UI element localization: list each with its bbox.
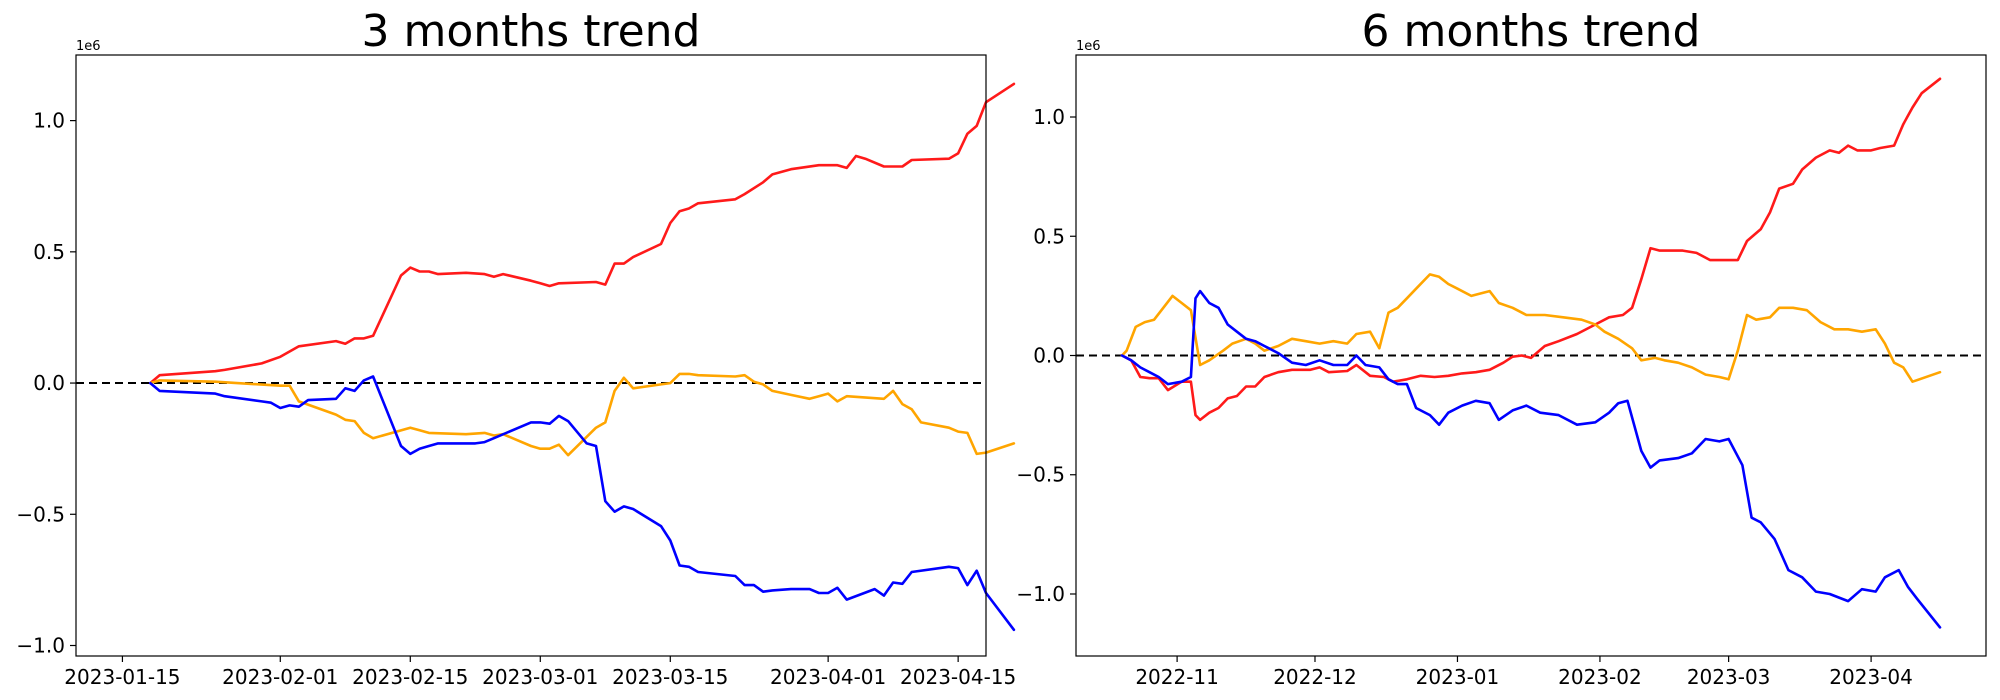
y-offset-label: 1e6	[1076, 39, 1101, 54]
x-tick-label: 2023-04	[1829, 665, 1913, 689]
series-lines	[1120, 77, 1942, 629]
series-lines	[149, 82, 1016, 632]
y-tick-label: 0.0	[1033, 344, 1065, 368]
series-line-red	[1120, 77, 1942, 422]
y-tick-label: −0.5	[1016, 463, 1065, 487]
series-line-orange	[149, 372, 1016, 457]
chart-3-months-trend: 3 months trend 1e6 2023-01-15 2023-02-01 2…	[16, 6, 1016, 689]
x-tick-label: 2023-03	[1687, 665, 1771, 689]
axis-ticks: 2022-11 2022-12 2023-01 2023-02 2023-03 2023-…	[1016, 105, 1912, 689]
chart-title: 6 months trend	[1362, 6, 1701, 57]
x-tick-label: 2023-03-15	[612, 665, 728, 689]
y-tick-label: −0.5	[16, 502, 65, 526]
series-line-blue	[149, 375, 1016, 632]
y-tick-label: −1.0	[16, 634, 65, 658]
x-tick-label: 2023-04-01	[770, 665, 886, 689]
chart-title: 3 months trend	[362, 6, 701, 57]
y-tick-label: 0.0	[33, 371, 65, 395]
x-tick-label: 2023-01	[1416, 665, 1500, 689]
x-tick-label: 2023-03-01	[482, 665, 598, 689]
series-line-red	[149, 82, 1016, 385]
x-tick-label: 2023-02-01	[222, 665, 338, 689]
plot-frame	[1075, 54, 1987, 657]
x-tick-label: 2023-01-15	[64, 665, 180, 689]
x-tick-label: 2023-02	[1558, 665, 1642, 689]
x-tick-label: 2022-11	[1135, 665, 1219, 689]
series-line-blue	[1120, 289, 1942, 629]
y-offset-label: 1e6	[76, 39, 101, 54]
x-tick-label: 2023-04-15	[900, 665, 1016, 689]
y-tick-label: 1.0	[33, 109, 65, 133]
plot-frame	[75, 54, 987, 657]
y-tick-label: −1.0	[1016, 582, 1065, 606]
series-line-orange	[1120, 273, 1942, 383]
y-tick-label: 0.5	[1033, 224, 1065, 248]
axis-ticks: 2023-01-15 2023-02-01 2023-02-15 2023-03-01…	[16, 109, 1016, 689]
chart-6-months-trend: 6 months trend 1e6 2022-11 2022-12 2023-01…	[1016, 6, 1987, 689]
y-tick-label: 1.0	[1033, 105, 1065, 129]
y-tick-label: 0.5	[33, 240, 65, 264]
x-tick-label: 2023-02-15	[352, 665, 468, 689]
x-tick-label: 2022-12	[1273, 665, 1357, 689]
